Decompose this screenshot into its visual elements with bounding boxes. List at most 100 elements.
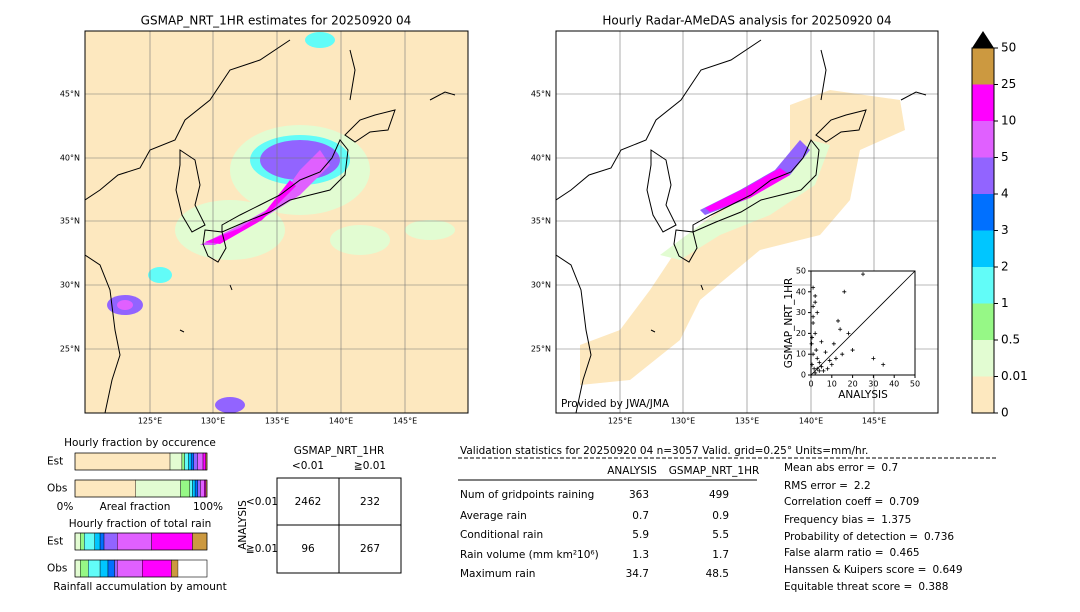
- x-tick-label: 20: [848, 380, 858, 389]
- colorbar-segment: [972, 121, 994, 158]
- lat-label: 35°N: [60, 217, 80, 226]
- lat-label: 25°N: [60, 345, 80, 354]
- row-label: Num of gridpoints raining: [460, 489, 594, 501]
- fraction-segment: [151, 532, 193, 551]
- fraction-segment: [188, 452, 192, 471]
- map-title: Hourly Radar-AMeDAS analysis for 2025092…: [602, 14, 891, 28]
- bar-frame: [74, 559, 208, 578]
- row-label: Rain volume (mm km²10⁶): [460, 549, 599, 561]
- column-header: GSMAP_NRT_1HR: [669, 465, 760, 477]
- scatter-point: [827, 358, 832, 363]
- fraction-segment: [114, 559, 118, 578]
- cell: 363: [629, 489, 649, 501]
- x-tick-label: 0: [808, 380, 813, 389]
- cell: 96: [301, 543, 315, 555]
- lat-label: 30°N: [531, 281, 551, 290]
- score-value: 0.388: [918, 581, 948, 593]
- bar-frame: [74, 452, 208, 471]
- fraction-segment: [142, 559, 172, 578]
- cell: 267: [360, 543, 380, 555]
- colorbar-segment: [972, 84, 994, 121]
- colorbar-label: 0.01: [1001, 369, 1028, 383]
- lon-label: 145°E: [393, 417, 417, 426]
- chart-title: Hourly fraction by occurence: [64, 437, 216, 449]
- lon-label: 125°E: [608, 417, 632, 426]
- grid: [85, 31, 468, 413]
- y-tick-label: 40: [796, 287, 806, 296]
- scatter-point: [813, 300, 818, 305]
- row-label: Est: [47, 536, 63, 548]
- scatter-point: [825, 366, 830, 371]
- scatter-point: [850, 348, 855, 353]
- scatter-point: [861, 272, 865, 277]
- row-label: <0.01: [246, 496, 278, 508]
- diagonal: [810, 270, 916, 376]
- fraction-segment: [74, 479, 136, 498]
- lon-label: 140°E: [329, 417, 353, 426]
- colorbar-segment: [972, 376, 994, 413]
- cell: 2462: [295, 496, 322, 508]
- scatter-point: [810, 335, 815, 340]
- scatter-point: [814, 348, 819, 353]
- scatter-point: [846, 331, 851, 336]
- cell: 1.3: [632, 549, 649, 561]
- cell: 232: [360, 496, 380, 508]
- fraction-segment: [84, 532, 95, 551]
- fraction-segment: [180, 479, 191, 498]
- score-value: 0.7: [881, 462, 898, 474]
- lon-label: 130°E: [671, 417, 695, 426]
- scatter-point: [815, 310, 820, 315]
- lon-label: 135°E: [265, 417, 289, 426]
- cell: 499: [709, 489, 729, 501]
- scatter-point: [817, 360, 822, 365]
- x-tick-label: 40: [889, 380, 899, 389]
- fraction-segment: [103, 532, 118, 551]
- x-tick-label: 50: [910, 380, 920, 389]
- lon-label: 135°E: [735, 417, 759, 426]
- lat-label: 25°N: [531, 345, 551, 354]
- y-tick-label: 30: [796, 308, 806, 317]
- colorbar-label: 4: [1001, 187, 1009, 201]
- cell: 34.7: [626, 568, 649, 580]
- fraction-segment: [99, 532, 105, 551]
- scatter-point: [881, 362, 886, 367]
- lat-label: 30°N: [60, 281, 80, 290]
- colorbar-segment: [972, 303, 994, 340]
- score-label: RMS error =: [784, 480, 848, 492]
- fraction-segment: [184, 452, 189, 471]
- lat-label: 40°N: [60, 154, 80, 163]
- validation-header: Validation statistics for 20250920 04 n=…: [460, 445, 868, 457]
- score-value: 0.465: [890, 547, 920, 559]
- map-frame: [555, 30, 939, 414]
- fraction-segment: [135, 479, 181, 498]
- scatter-point: [838, 327, 843, 332]
- lon-label: 125°E: [138, 417, 162, 426]
- precip-field: [107, 32, 455, 413]
- row-label: Maximum rain: [460, 568, 535, 580]
- scatter-point: [840, 352, 845, 357]
- right-map: Hourly Radar-AMeDAS analysis for 2025092…: [555, 14, 939, 414]
- fraction-segment: [74, 452, 171, 471]
- credit: Provided by JWA/JMA: [561, 398, 670, 410]
- map-title: GSMAP_NRT_1HR estimates for 20250920 04: [141, 14, 412, 28]
- colorbar-label: 10: [1001, 114, 1016, 128]
- fraction-segment: [87, 559, 101, 578]
- row-label: Conditional rain: [460, 529, 543, 541]
- fraction-segment: [99, 559, 109, 578]
- y-tick-label: 50: [796, 267, 806, 276]
- colorbar-segment: [972, 48, 994, 85]
- colorbar-label: 50: [1001, 41, 1016, 55]
- x-tick-label: 10: [827, 380, 837, 389]
- lon-label: 145°E: [862, 417, 886, 426]
- axis-label: 0%: [57, 501, 74, 513]
- scatter-point: [815, 366, 820, 371]
- fraction-segment: [171, 559, 179, 578]
- row-label: Obs: [47, 483, 67, 495]
- fraction-segment: [194, 479, 198, 498]
- colorbar-segment: [972, 267, 994, 304]
- colorbar-label: 1: [1001, 296, 1009, 310]
- lon-label: 140°E: [799, 417, 823, 426]
- scatter-point: [811, 321, 816, 325]
- lat-label: 45°N: [60, 90, 80, 99]
